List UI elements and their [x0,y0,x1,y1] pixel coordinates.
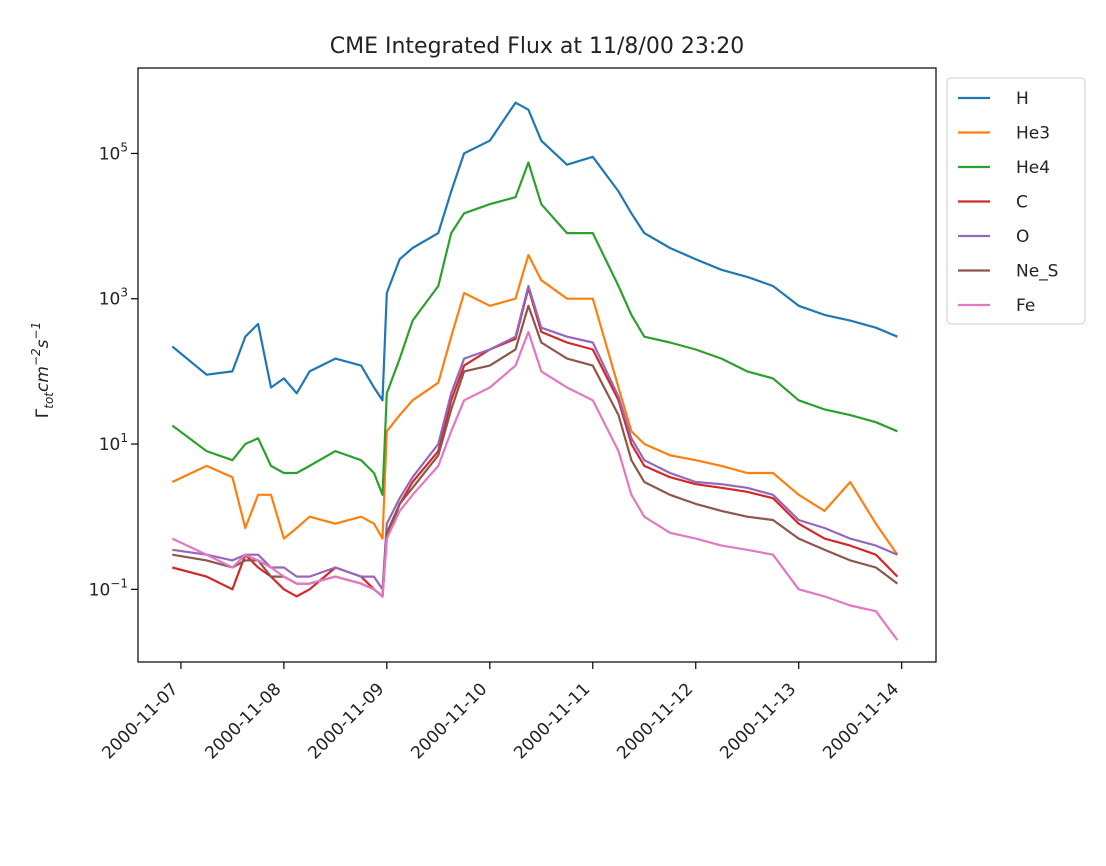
legend-label: Ne_S [1016,262,1058,282]
x-tick-label: 2000-11-10 [407,679,491,763]
x-tick-label: 2000-11-13 [716,679,800,763]
y-tick-label: 105 [99,140,128,164]
legend-label: Fe [1016,296,1035,316]
y-tick-label: 101 [99,431,128,455]
x-axis: 2000-11-07 2000-11-08 2000-11-09 2000-11-10… [98,662,903,763]
legend-label: H [1016,89,1029,109]
x-tick-label: 2000-11-09 [304,679,388,763]
series-line-he4 [171,161,898,496]
legend: H He3 He4 CO Ne_S Fe [946,77,1086,325]
x-tick-label: 2000-11-14 [819,679,903,763]
x-tick-label: 2000-11-08 [201,679,285,763]
legend-label: He3 [1016,124,1050,144]
series-line-he3 [171,253,899,556]
legend-label: O [1016,227,1029,247]
axes-frame [137,67,937,663]
legend-items: H He3 He4 CO Ne_S Fe [958,89,1058,316]
legend-frame [946,77,1086,325]
legend-label: He4 [1016,158,1050,178]
y-axis-label: Γtotcm−2s−1 [29,322,56,418]
y-tick-label: 10−1 [89,576,128,600]
y-tick-label: 103 [99,286,128,310]
x-tick-label: 2000-11-12 [613,679,697,763]
series-line-c [172,287,899,598]
series-line-o [172,284,898,591]
chart-title: CME Integrated Flux at 11/8/00 23:20 [330,34,744,59]
series-line-h [171,101,898,402]
x-tick-label: 2000-11-07 [98,679,182,763]
legend-label: C [1016,193,1028,213]
series-line-fe [171,330,899,641]
svg-text:Γtotcm−2s−1: Γtotcm−2s−1 [29,322,56,418]
plot-area [137,67,937,663]
series-lines [171,101,899,641]
y-axis: 10−1 101 103 105 [89,140,138,600]
x-tick-label: 2000-11-11 [510,679,594,763]
